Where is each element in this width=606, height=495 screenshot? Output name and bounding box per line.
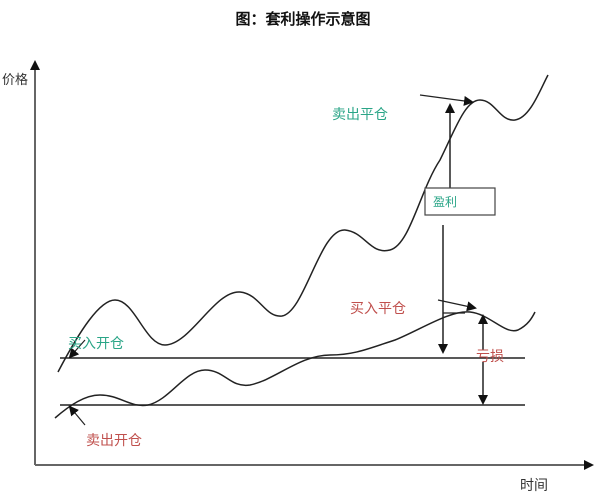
buy-close-label: 买入平仓 xyxy=(350,301,406,317)
profit-label: 盈利 xyxy=(433,195,458,209)
sell-close-label: 卖出平仓 xyxy=(332,107,388,123)
sell-close-pointer xyxy=(419,94,474,106)
sell-open-label: 卖出开仓 xyxy=(86,433,142,449)
y-axis-label: 价格 xyxy=(2,73,29,88)
upper-price-curve xyxy=(57,74,549,373)
diagram-title: 图：套利操作示意图 xyxy=(235,10,371,28)
profit-box xyxy=(424,187,496,216)
sell-open-pointer xyxy=(68,405,86,426)
loss-label: 亏损 xyxy=(476,349,504,365)
lower-price-curve xyxy=(54,311,536,419)
buy-close-pointer xyxy=(437,299,477,312)
buy-open-pointer xyxy=(68,339,86,359)
buy-open-label: 买入开仓 xyxy=(68,336,124,352)
x-axis-label: 时间 xyxy=(520,478,548,494)
